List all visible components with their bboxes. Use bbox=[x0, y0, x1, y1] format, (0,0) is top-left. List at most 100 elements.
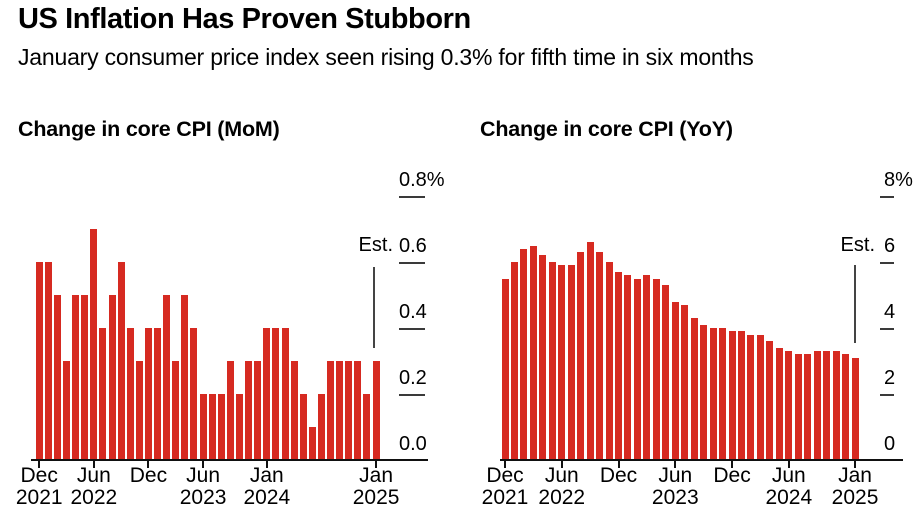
bar bbox=[226, 361, 234, 460]
bar bbox=[163, 295, 171, 460]
x-tick-mark bbox=[560, 461, 563, 468]
x-tick-year: 2021 bbox=[481, 486, 529, 509]
x-tick-mark bbox=[674, 461, 677, 468]
x-tick-month: Jan bbox=[838, 464, 872, 487]
x-tick-month: Dec bbox=[20, 464, 58, 487]
x-tick-month: Jun bbox=[76, 464, 111, 487]
x-tick-month: Jun bbox=[771, 464, 806, 487]
chart-title-mom: Change in core CPI (MoM) bbox=[18, 117, 280, 141]
y-tick-label: 0.2 bbox=[399, 367, 427, 389]
x-tick-month: Dec bbox=[129, 464, 168, 487]
x-tick-mark bbox=[787, 461, 790, 468]
bar bbox=[671, 301, 679, 460]
bar bbox=[199, 394, 207, 460]
bar bbox=[172, 361, 180, 460]
bar bbox=[529, 245, 537, 460]
bar bbox=[299, 394, 307, 460]
bar bbox=[327, 361, 335, 460]
estimate-pointer-line bbox=[373, 267, 375, 348]
bar bbox=[72, 295, 80, 460]
y-tick-label: 2 bbox=[884, 367, 896, 389]
bar bbox=[236, 394, 243, 460]
x-tick-mark bbox=[375, 461, 378, 468]
bar bbox=[652, 278, 660, 460]
bar bbox=[567, 265, 575, 460]
x-tick-year: 2022 bbox=[70, 486, 118, 509]
y-tick-dash bbox=[880, 328, 894, 330]
bar bbox=[558, 265, 566, 460]
bar bbox=[719, 328, 727, 460]
page-title: US Inflation Has Proven Stubborn bbox=[18, 3, 471, 35]
bar bbox=[747, 334, 755, 460]
bar bbox=[700, 324, 708, 460]
x-tick-label: Dec 2021 bbox=[0, 465, 81, 509]
x-tick-label: Dec bbox=[577, 465, 661, 487]
x-tick-label: Jun 2023 bbox=[633, 465, 717, 509]
y-tick-dash bbox=[880, 394, 894, 396]
bar bbox=[245, 361, 253, 460]
x-tick-mark bbox=[854, 461, 857, 468]
bar bbox=[363, 394, 371, 460]
bar bbox=[766, 341, 774, 460]
bar bbox=[548, 262, 556, 460]
bar bbox=[181, 295, 189, 460]
bar bbox=[842, 354, 850, 460]
bar bbox=[81, 295, 89, 460]
x-tick-label: Jan 2025 bbox=[334, 465, 418, 509]
y-tick-label: 0.6 bbox=[399, 235, 427, 257]
x-tick-label: Jun 2023 bbox=[161, 465, 245, 509]
bar bbox=[633, 278, 641, 460]
y-tick-label: 0.4 bbox=[399, 301, 427, 323]
x-tick-label: Dec bbox=[106, 465, 190, 487]
x-tick-month: Jun bbox=[186, 464, 220, 487]
bar bbox=[117, 262, 125, 460]
chart-title-yoy: Change in core CPI (YoY) bbox=[480, 117, 733, 141]
bar bbox=[290, 361, 298, 460]
bar bbox=[577, 252, 585, 460]
bar bbox=[832, 351, 840, 460]
bar bbox=[605, 262, 613, 460]
x-tick-year: 2024 bbox=[243, 486, 291, 509]
bar bbox=[63, 361, 70, 460]
bar bbox=[539, 255, 547, 460]
x-tick-mark bbox=[202, 461, 205, 468]
bar bbox=[372, 361, 380, 460]
bar bbox=[804, 354, 812, 460]
y-tick-label: 4 bbox=[884, 301, 896, 323]
page-subtitle: January consumer price index seen rising… bbox=[18, 44, 754, 70]
x-tick-month: Jun bbox=[658, 464, 693, 487]
estimate-pointer-line bbox=[854, 265, 856, 343]
estimate-label: Est. bbox=[358, 234, 393, 256]
x-tick-label: Jun 2022 bbox=[52, 465, 136, 509]
x-axis-line bbox=[31, 459, 428, 461]
y-tick-dash bbox=[399, 394, 425, 396]
y-tick-label: 0 bbox=[884, 433, 896, 455]
x-tick-year: 2025 bbox=[352, 486, 400, 509]
x-tick-year: 2025 bbox=[831, 486, 879, 509]
x-tick-label: Dec bbox=[690, 465, 774, 487]
y-tick-label: 6 bbox=[884, 235, 896, 257]
bar bbox=[615, 271, 623, 460]
bar bbox=[126, 328, 134, 460]
x-tick-mark bbox=[38, 461, 41, 468]
x-tick-mark bbox=[617, 461, 620, 468]
bar bbox=[345, 361, 353, 460]
y-tick-label: 0.8% bbox=[399, 169, 445, 191]
bar bbox=[690, 318, 698, 460]
bar bbox=[135, 361, 143, 460]
x-tick-mark bbox=[147, 461, 150, 468]
y-tick-dash bbox=[399, 196, 425, 198]
bar bbox=[662, 285, 670, 460]
bar bbox=[263, 328, 271, 460]
bar bbox=[501, 278, 509, 460]
bar bbox=[44, 262, 52, 460]
bar bbox=[794, 354, 802, 460]
bar bbox=[728, 331, 736, 460]
x-tick-year: 2023 bbox=[179, 486, 227, 509]
x-tick-mark bbox=[92, 461, 95, 468]
x-tick-month: Dec bbox=[486, 464, 524, 487]
bar bbox=[785, 351, 793, 460]
x-tick-label: Jun 2024 bbox=[747, 465, 831, 509]
bar bbox=[586, 242, 594, 460]
